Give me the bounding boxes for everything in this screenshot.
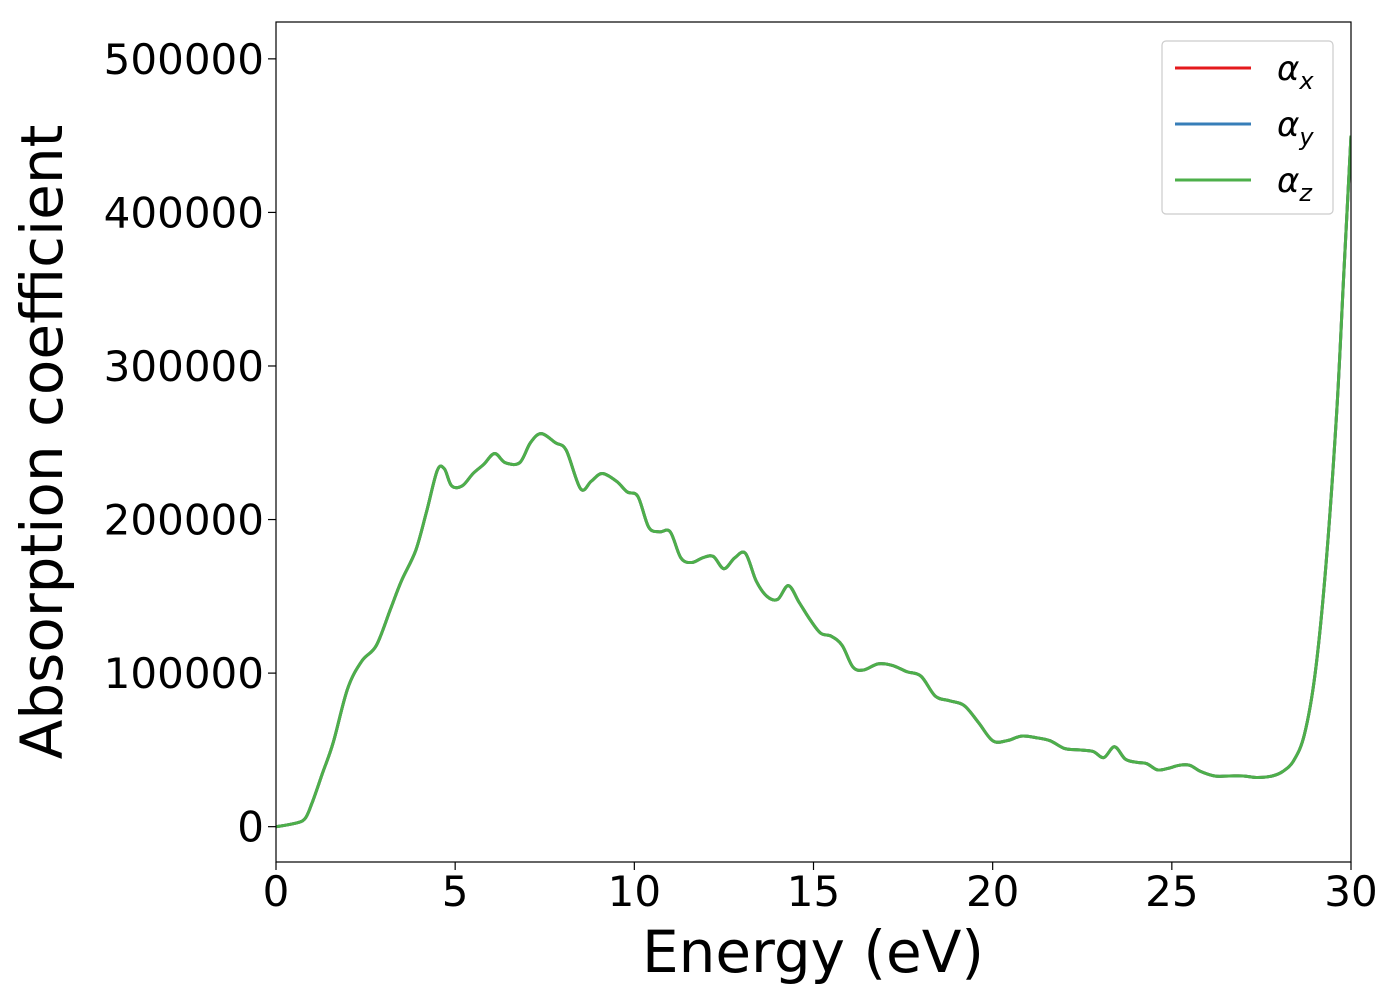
x-tick-label: 15	[787, 867, 840, 916]
x-tick-label: 10	[608, 867, 661, 916]
x-tick-label: 30	[1324, 867, 1377, 916]
legend-label-y: αy	[1277, 105, 1314, 151]
series-line-y	[276, 135, 1351, 829]
x-tick-label: 20	[966, 867, 1019, 916]
series-layer	[276, 135, 1351, 829]
y-axis-label: Absorption coefficient	[8, 125, 76, 760]
series-line-z	[276, 135, 1351, 829]
legend-frame	[1161, 40, 1334, 215]
y-axis: 0 100000 200000 300000 400000 500000	[104, 35, 276, 852]
y-tick-label: 0	[237, 803, 264, 852]
y-tick-label: 100000	[104, 649, 264, 698]
x-axis: 0 5 10 15 20 25 30	[263, 862, 1378, 916]
x-tick-label: 5	[442, 867, 469, 916]
y-tick-label: 500000	[104, 35, 264, 84]
y-tick-label: 300000	[104, 342, 264, 391]
x-tick-label: 0	[263, 867, 290, 916]
y-tick-label: 200000	[104, 496, 264, 545]
legend: αx αy αz	[1161, 40, 1334, 215]
series-line-x	[276, 135, 1351, 829]
legend-label-z: αz	[1277, 161, 1313, 207]
y-tick-label: 400000	[104, 188, 264, 237]
x-axis-label: Energy (eV)	[642, 918, 984, 986]
x-tick-label: 25	[1145, 867, 1198, 916]
legend-label-x: αx	[1277, 49, 1314, 95]
